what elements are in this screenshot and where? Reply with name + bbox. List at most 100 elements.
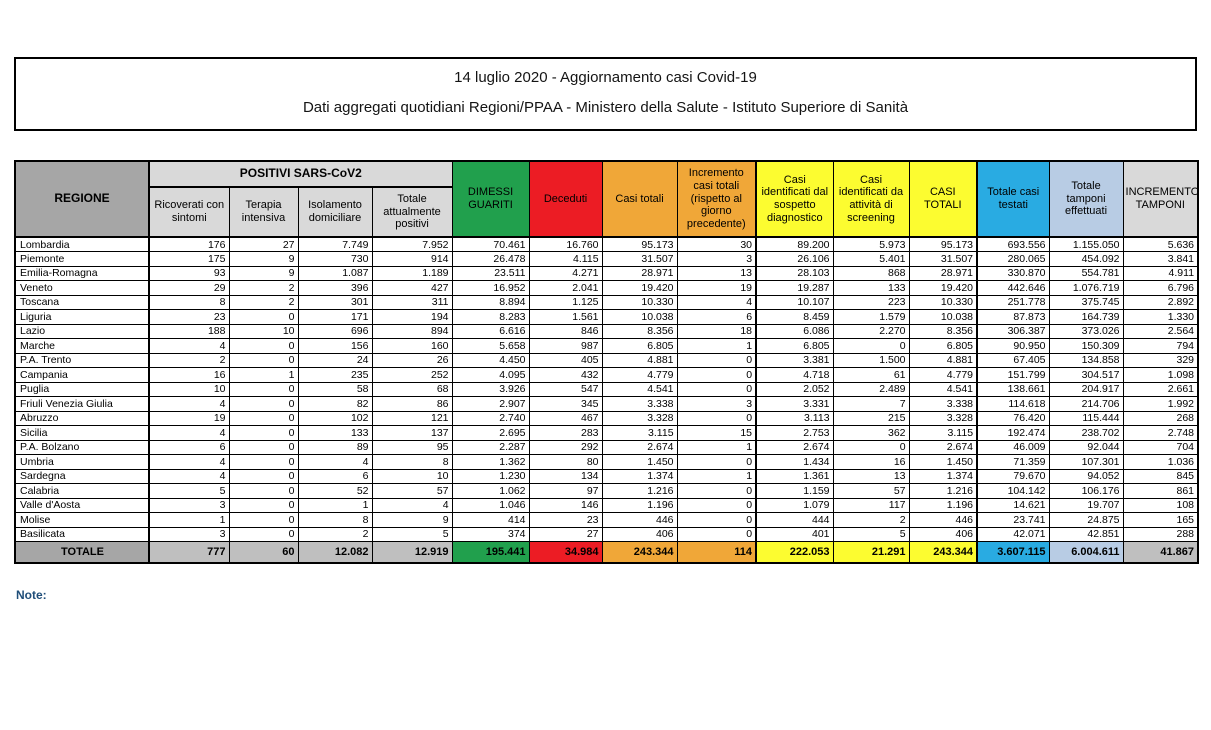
cell-terapia-intensiva: 0 <box>228 483 299 499</box>
cell-totale-attualmente-positivi: 427 <box>371 280 453 296</box>
cell-totale-casi-testati: 280.065 <box>976 251 1050 267</box>
cell-dimessi-guariti: 2.907 <box>451 396 530 412</box>
cell-totale-tamponi-effettuati: 94.052 <box>1048 468 1124 484</box>
cell-casi-totali-riepilogo: 4.541 <box>908 381 979 397</box>
cell-ricoverati-con-sintomi: 4 <box>148 338 230 354</box>
cell-ricoverati-con-sintomi: 3 <box>148 526 230 542</box>
total-cell-ricoverati-con-sintomi: 777 <box>148 541 230 563</box>
cell-casi-totali: 28.971 <box>601 265 678 281</box>
cell-incremento-casi-totali: 3 <box>676 396 758 412</box>
total-cell-totale-attualmente-positivi: 12.919 <box>371 541 453 563</box>
cell-totale-casi-testati: 151.799 <box>976 367 1050 383</box>
cell-dimessi-guariti: 2.695 <box>451 425 530 441</box>
cell-terapia-intensiva: 0 <box>228 396 299 412</box>
table-row: P.A. Bolzano 6 0 89 95 2.287 292 2.674 1 2.674 0 2.… <box>14 439 1199 455</box>
cell-casi-totali-riepilogo: 95.173 <box>908 236 979 252</box>
cell-terapia-intensiva: 0 <box>228 439 299 455</box>
cell-casi-attivita-screening: 5 <box>832 526 910 542</box>
cell-casi-attivita-screening: 1.500 <box>832 352 910 368</box>
cell-casi-totali: 446 <box>601 512 678 528</box>
cell-casi-totali-riepilogo: 1.216 <box>908 483 979 499</box>
cell-casi-totali: 3.338 <box>601 396 678 412</box>
cell-totale-attualmente-positivi: 26 <box>371 352 453 368</box>
cell-totale-tamponi-effettuati: 107.301 <box>1048 454 1124 470</box>
total-cell-incremento-tamponi: 41.867 <box>1122 541 1199 563</box>
cell-casi-sospetto-diagnostico: 2.674 <box>755 439 834 455</box>
cell-casi-totali: 406 <box>601 526 678 542</box>
cell-incremento-tamponi: 2.564 <box>1122 323 1199 339</box>
cell-terapia-intensiva: 9 <box>228 251 299 267</box>
cell-casi-attivita-screening: 5.401 <box>832 251 910 267</box>
table-body: Lombardia 176 27 7.749 7.952 70.461 16.760 95.1… <box>14 236 1199 563</box>
cell-casi-totali-riepilogo: 3.115 <box>908 425 979 441</box>
note-label: Note: <box>16 588 47 602</box>
table-row: Calabria 5 0 52 57 1.062 97 1.216 0 1.159 57 1.216 1… <box>14 483 1199 499</box>
cell-deceduti: 405 <box>528 352 603 368</box>
table-row: Lazio 188 10 696 894 6.616 846 8.356 18 6.086 2.27… <box>14 323 1199 339</box>
cell-deceduti: 292 <box>528 439 603 455</box>
cell-casi-totali-riepilogo: 19.420 <box>908 280 979 296</box>
cell-incremento-casi-totali: 6 <box>676 309 758 325</box>
cell-terapia-intensiva: 0 <box>228 512 299 528</box>
cell-dimessi-guariti: 3.926 <box>451 381 530 397</box>
cell-totale-tamponi-effettuati: 92.044 <box>1048 439 1124 455</box>
cell-casi-sospetto-diagnostico: 28.103 <box>755 265 834 281</box>
region-name: P.A. Trento <box>14 352 150 368</box>
cell-incremento-casi-totali: 0 <box>676 367 758 383</box>
cell-totale-casi-testati: 67.405 <box>976 352 1050 368</box>
cell-casi-attivita-screening: 1.579 <box>832 309 910 325</box>
cell-incremento-tamponi: 2.892 <box>1122 294 1199 310</box>
cell-isolamento-domiciliare: 2 <box>297 526 373 542</box>
cell-incremento-casi-totali: 30 <box>676 236 758 252</box>
col-header-totale-attualmente-positivi: Totale attualmente positivi <box>371 186 453 238</box>
cell-incremento-casi-totali: 1 <box>676 439 758 455</box>
cell-ricoverati-con-sintomi: 175 <box>148 251 230 267</box>
cell-dimessi-guariti: 1.046 <box>451 497 530 513</box>
table-row: Lombardia 176 27 7.749 7.952 70.461 16.760 95.1… <box>14 236 1199 252</box>
cell-isolamento-domiciliare: 171 <box>297 309 373 325</box>
cell-casi-totali: 3.328 <box>601 410 678 426</box>
cell-totale-tamponi-effettuati: 115.444 <box>1048 410 1124 426</box>
cell-casi-attivita-screening: 61 <box>832 367 910 383</box>
cell-casi-attivita-screening: 13 <box>832 468 910 484</box>
cell-ricoverati-con-sintomi: 6 <box>148 439 230 455</box>
cell-totale-tamponi-effettuati: 454.092 <box>1048 251 1124 267</box>
total-cell-incremento-casi-totali: 114 <box>676 541 758 563</box>
cell-casi-sospetto-diagnostico: 444 <box>755 512 834 528</box>
cell-ricoverati-con-sintomi: 8 <box>148 294 230 310</box>
region-name: Lazio <box>14 323 150 339</box>
cell-dimessi-guariti: 8.894 <box>451 294 530 310</box>
cell-totale-casi-testati: 79.670 <box>976 468 1050 484</box>
cell-ricoverati-con-sintomi: 3 <box>148 497 230 513</box>
cell-totale-tamponi-effettuati: 375.745 <box>1048 294 1124 310</box>
cell-deceduti: 134 <box>528 468 603 484</box>
cell-incremento-tamponi: 108 <box>1122 497 1199 513</box>
cell-incremento-tamponi: 4.911 <box>1122 265 1199 281</box>
col-header-regione: REGIONE <box>14 160 150 238</box>
cell-casi-sospetto-diagnostico: 401 <box>755 526 834 542</box>
cell-totale-tamponi-effettuati: 24.875 <box>1048 512 1124 528</box>
cell-dimessi-guariti: 2.740 <box>451 410 530 426</box>
cell-incremento-casi-totali: 0 <box>676 381 758 397</box>
cell-incremento-casi-totali: 18 <box>676 323 758 339</box>
cell-incremento-tamponi: 794 <box>1122 338 1199 354</box>
cell-terapia-intensiva: 2 <box>228 294 299 310</box>
cell-terapia-intensiva: 0 <box>228 352 299 368</box>
col-header-casi-sospetto-diagnostico: Casi identificati dal sospetto diagnosti… <box>755 160 834 238</box>
cell-casi-totali: 4.541 <box>601 381 678 397</box>
cell-totale-casi-testati: 14.621 <box>976 497 1050 513</box>
cell-dimessi-guariti: 8.283 <box>451 309 530 325</box>
report-title-box: 14 luglio 2020 - Aggiornamento casi Covi… <box>14 57 1197 131</box>
region-name: Marche <box>14 338 150 354</box>
cell-casi-sospetto-diagnostico: 3.381 <box>755 352 834 368</box>
col-header-incremento-casi-totali: Incremento casi totali (rispetto al gior… <box>676 160 758 238</box>
cell-deceduti: 432 <box>528 367 603 383</box>
table-row: Sardegna 4 0 6 10 1.230 134 1.374 1 1.361 13 1.374 7… <box>14 468 1199 484</box>
cell-casi-attivita-screening: 0 <box>832 439 910 455</box>
cell-dimessi-guariti: 6.616 <box>451 323 530 339</box>
cell-isolamento-domiciliare: 102 <box>297 410 373 426</box>
cell-totale-tamponi-effettuati: 1.076.719 <box>1048 280 1124 296</box>
cell-deceduti: 283 <box>528 425 603 441</box>
cell-ricoverati-con-sintomi: 188 <box>148 323 230 339</box>
cell-isolamento-domiciliare: 52 <box>297 483 373 499</box>
